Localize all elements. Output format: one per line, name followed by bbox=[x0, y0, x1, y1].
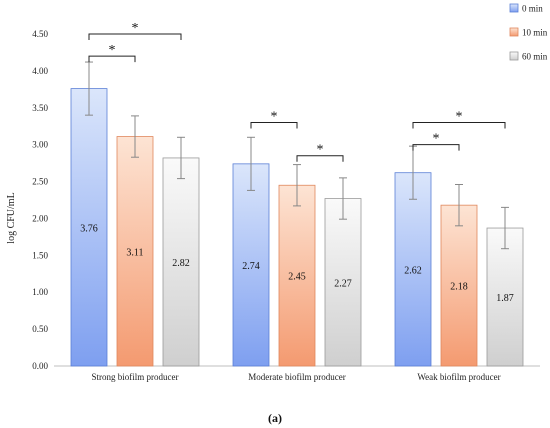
error-bars bbox=[85, 61, 509, 250]
significance-bracket: * bbox=[412, 110, 506, 129]
y-tick-label: 4.50 bbox=[32, 29, 48, 39]
significance-bracket: * bbox=[412, 132, 460, 151]
x-tick-label: Moderate biofilm producer bbox=[248, 372, 345, 382]
significance-star: * bbox=[456, 110, 463, 125]
bar bbox=[70, 88, 108, 367]
y-tick-label: 2.50 bbox=[32, 177, 48, 187]
significance-brackets: * * * * * * bbox=[88, 21, 506, 162]
significance-bracket: * bbox=[88, 43, 136, 63]
significance-star: * bbox=[433, 132, 440, 147]
bar bbox=[162, 157, 200, 367]
error-bar bbox=[455, 184, 463, 227]
significance-bracket: * bbox=[296, 143, 344, 162]
error-bar bbox=[501, 206, 509, 250]
bar bbox=[486, 227, 524, 367]
bar-value-label: 2.27 bbox=[334, 278, 352, 289]
legend-label: 0 min bbox=[522, 4, 543, 14]
bar-value-label: 2.62 bbox=[404, 265, 422, 276]
legend-item: 0 min bbox=[509, 3, 543, 14]
significance-star: * bbox=[271, 110, 278, 125]
bar bbox=[324, 198, 362, 367]
legend-label: 60 min bbox=[522, 52, 548, 62]
bar-value-label: 2.45 bbox=[288, 272, 306, 283]
significance-bracket: * bbox=[88, 21, 182, 40]
y-tick-label: 3.00 bbox=[32, 140, 48, 150]
bar bbox=[440, 204, 478, 367]
error-bar bbox=[131, 115, 139, 158]
legend-swatch bbox=[509, 27, 519, 37]
y-tick-label: 0.00 bbox=[32, 361, 48, 371]
bar-value-label: 2.82 bbox=[172, 258, 190, 269]
error-bar bbox=[293, 164, 301, 207]
bar bbox=[278, 184, 316, 367]
error-bar bbox=[177, 136, 185, 180]
x-tick-label: Strong biofilm producer bbox=[92, 372, 179, 382]
legend-item: 10 min bbox=[509, 27, 548, 38]
x-tick-label: Weak biofilm producer bbox=[417, 372, 500, 382]
y-axis-title: log CFU/mL bbox=[6, 192, 17, 243]
y-tick-label: 0.50 bbox=[32, 324, 48, 334]
significance-star: * bbox=[317, 143, 324, 158]
y-tick-label: 2.00 bbox=[32, 213, 48, 223]
significance-bracket: * bbox=[250, 110, 298, 129]
bars: 3.76 2.74 2.62 3.11 2.45 2.18 2.82 2.27 1.87 bbox=[70, 88, 524, 367]
legend-swatch bbox=[509, 51, 519, 61]
bar bbox=[394, 172, 432, 367]
y-tick-label: 3.50 bbox=[32, 103, 48, 113]
bar-value-label: 2.74 bbox=[242, 261, 260, 272]
bar bbox=[116, 136, 154, 367]
legend-item: 60 min bbox=[509, 51, 548, 62]
legend-label: 10 min bbox=[522, 28, 548, 38]
significance-star: * bbox=[109, 43, 116, 58]
error-bar bbox=[339, 177, 347, 220]
bar-value-label: 2.18 bbox=[450, 282, 468, 293]
figure-caption: (a) bbox=[268, 411, 282, 425]
significance-star: * bbox=[132, 21, 139, 36]
y-tick-label: 4.00 bbox=[32, 66, 48, 76]
error-bar bbox=[247, 136, 255, 191]
legend-swatch bbox=[509, 3, 519, 13]
bar-value-label: 1.87 bbox=[496, 293, 514, 304]
bar-value-label: 3.11 bbox=[126, 247, 143, 258]
y-tick-label: 1.00 bbox=[32, 287, 48, 297]
legend: 0 min 10 min 60 min bbox=[509, 3, 548, 62]
y-tick-label: 1.50 bbox=[32, 250, 48, 260]
bar-value-label: 3.76 bbox=[80, 223, 98, 234]
